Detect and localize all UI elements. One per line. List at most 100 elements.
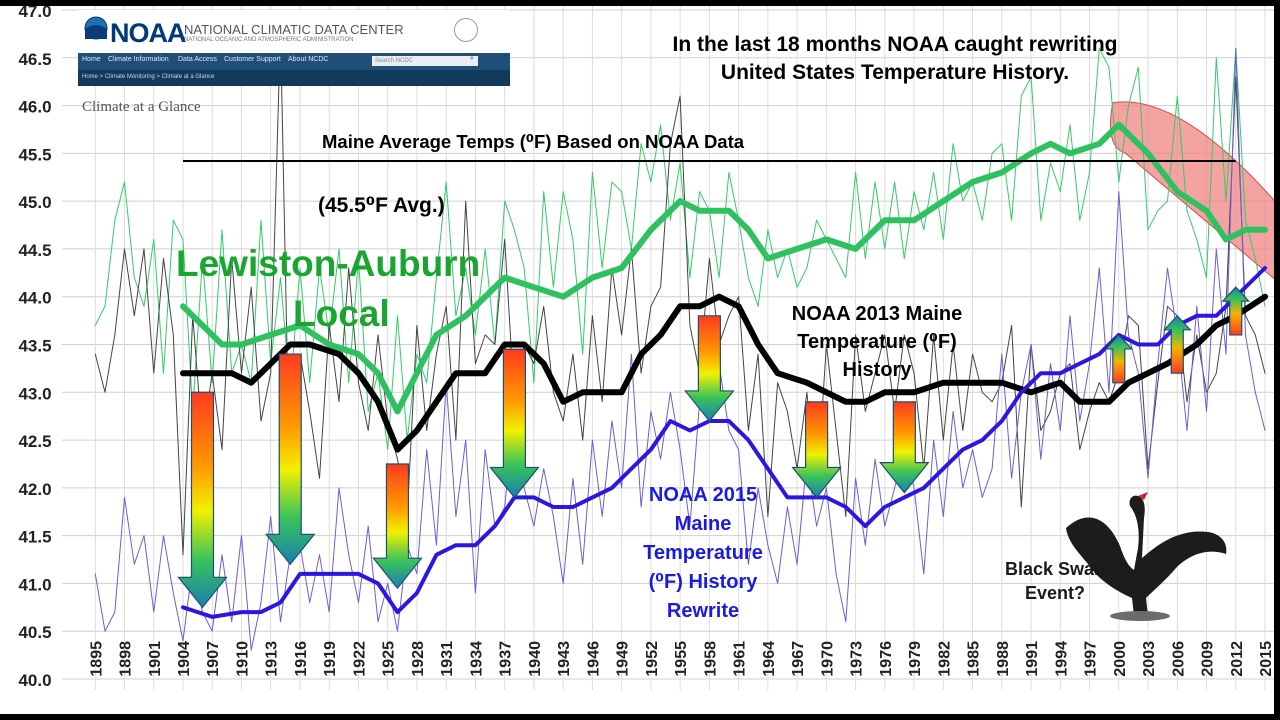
nav-item-data-access[interactable]: Data Access bbox=[178, 56, 217, 63]
x-tick-label: 1979 bbox=[907, 641, 924, 677]
search-icon[interactable]: ⌕ bbox=[470, 55, 474, 62]
series-line-noaa2015_smooth bbox=[181, 266, 1267, 619]
y-tick-label: 47.0 bbox=[18, 2, 51, 21]
x-tick-label: 1919 bbox=[322, 641, 339, 677]
nav-item-customer-support[interactable]: Customer Support bbox=[224, 56, 281, 63]
x-tick-label: 1934 bbox=[468, 641, 485, 677]
x-tick-label: 1970 bbox=[819, 641, 836, 677]
down-arrow bbox=[264, 353, 316, 566]
down-arrow bbox=[684, 315, 735, 422]
x-tick-label: 1985 bbox=[966, 641, 983, 677]
y-tick-label: 46.0 bbox=[18, 98, 51, 117]
x-tick-label: 1940 bbox=[527, 641, 544, 677]
x-tick-label: 1907 bbox=[205, 641, 222, 677]
noaa-search-input[interactable]: Search NCDC bbox=[372, 56, 478, 66]
x-tick-label: 1991 bbox=[1024, 641, 1041, 677]
x-tick-label: 1946 bbox=[585, 641, 602, 677]
arrow-group bbox=[177, 286, 1251, 609]
y-tick-label: 41.5 bbox=[18, 528, 51, 547]
noaa-2013-series-label: NOAA 2013 Maine Temperature (⁰F) History bbox=[752, 300, 1002, 384]
x-tick-label: 1913 bbox=[264, 641, 281, 677]
nav-item-climate-information[interactable]: Climate Information bbox=[108, 56, 169, 63]
noaa-navbar: Home Climate Information Data Access Cus… bbox=[78, 53, 510, 70]
x-tick-label: 1922 bbox=[351, 641, 368, 677]
headline: In the last 18 months NOAA caught rewrit… bbox=[580, 31, 1210, 87]
x-tick-label: 1904 bbox=[176, 641, 193, 677]
x-tick-label: 2012 bbox=[1229, 641, 1246, 677]
down-arrow bbox=[372, 463, 423, 590]
x-tick-label: 1943 bbox=[556, 641, 573, 677]
x-tick-label: 2006 bbox=[1170, 641, 1187, 677]
nav-item-home[interactable]: Home bbox=[82, 56, 101, 63]
up-arrow bbox=[1221, 286, 1251, 336]
noaa-2015-label-line-3: Temperature bbox=[643, 542, 763, 564]
y-tick-label: 43.0 bbox=[18, 384, 51, 403]
x-tick-label: 1925 bbox=[381, 641, 398, 677]
x-tick-label: 1895 bbox=[88, 641, 105, 677]
breadcrumb[interactable]: Home > Climate Monitoring > Climate at a… bbox=[82, 74, 215, 80]
noaa-2015-label-line-5: Rewrite bbox=[666, 600, 740, 622]
x-tick-label: 1910 bbox=[234, 641, 251, 677]
x-tick-label: 1958 bbox=[702, 641, 719, 677]
y-tick-label: 43.5 bbox=[18, 337, 51, 356]
x-tick-label: 2015 bbox=[1258, 641, 1275, 677]
chart-title: Maine Average Temps (⁰F) Based on NOAA D… bbox=[322, 131, 745, 152]
x-tick-label: 1988 bbox=[995, 641, 1012, 677]
noaa-2015-label-line-4: (⁰F) History bbox=[648, 571, 758, 593]
climate-at-a-glance-title: Climate at a Glance bbox=[82, 99, 201, 115]
black-swan-icon bbox=[1066, 492, 1227, 621]
down-arrow bbox=[791, 401, 842, 499]
noaa-emblem-icon bbox=[84, 16, 108, 40]
noaa-sub-name: NATIONAL OCEANIC AND ATMOSPHERIC ADMINIS… bbox=[184, 37, 354, 43]
x-tick-label: 1967 bbox=[790, 641, 807, 677]
noaa-2015-series-label: NOAA 2015 Maine Temperature (⁰F) History… bbox=[596, 481, 810, 626]
x-tick-label: 1961 bbox=[732, 641, 749, 677]
x-tick-label: 2003 bbox=[1141, 641, 1158, 677]
frame-bottom bbox=[0, 714, 1280, 720]
x-tick-label: 1973 bbox=[849, 641, 866, 677]
series-line-lewiston_smooth bbox=[180, 121, 1268, 415]
up-arrow bbox=[1104, 334, 1134, 384]
noaa-2015-label-line-2: Maine bbox=[674, 513, 732, 535]
x-tick-label: 1901 bbox=[147, 641, 164, 677]
x-tick-label: 1994 bbox=[1053, 641, 1070, 677]
up-arrow bbox=[1162, 314, 1192, 374]
y-axis: 40.0 40.5 41.0 41.5 42.0 42.5 43.0 43.5 44.0 44.5… bbox=[18, 2, 51, 690]
average-label: (45.5⁰F Avg.) bbox=[318, 194, 445, 217]
x-tick-label: 2000 bbox=[1112, 641, 1129, 677]
frame-top bbox=[0, 0, 1280, 6]
x-tick-label: 1928 bbox=[410, 641, 427, 677]
y-tick-label: 44.5 bbox=[18, 241, 51, 260]
y-tick-label: 44.0 bbox=[18, 289, 51, 308]
headline-line-1: In the last 18 months NOAA caught rewrit… bbox=[672, 33, 1118, 56]
noaa-2013-label-line-3: History bbox=[842, 359, 912, 381]
down-arrow bbox=[177, 391, 228, 609]
noaa-2015-label-line-1: NOAA 2015 bbox=[648, 484, 758, 506]
down-arrow bbox=[879, 401, 930, 494]
noaa-2013-label-line-2: Temperature (⁰F) bbox=[797, 331, 957, 353]
x-tick-label: 1949 bbox=[615, 641, 632, 677]
x-tick-label: 1952 bbox=[644, 641, 661, 677]
swan-label-line-2: Event? bbox=[1024, 583, 1085, 603]
x-tick-label: 1955 bbox=[673, 641, 690, 677]
x-tick-label: 1976 bbox=[878, 641, 895, 677]
swan-label-line-1: Black Swan bbox=[1004, 559, 1106, 579]
x-tick-label: 1931 bbox=[439, 641, 456, 677]
headline-line-2: United States Temperature History. bbox=[720, 61, 1070, 84]
x-tick-label: 1982 bbox=[936, 641, 953, 677]
x-tick-label: 1997 bbox=[1083, 641, 1100, 677]
y-tick-label: 42.0 bbox=[18, 480, 51, 499]
noaa-logo: NOAA bbox=[110, 18, 186, 48]
x-axis: 1895 1898 1901 1904 1907 1910 1913 1916 1919 1922… bbox=[88, 641, 1275, 677]
x-tick-label: 1898 bbox=[118, 641, 135, 677]
commerce-seal-icon bbox=[454, 18, 478, 42]
noaa-2013-label-line-1: NOAA 2013 Maine bbox=[791, 303, 963, 325]
lewiston-label-line-1: Lewiston-Auburn bbox=[176, 243, 481, 284]
y-tick-label: 45.0 bbox=[18, 193, 51, 212]
noaa-center-name: NATIONAL CLIMATIC DATA CENTER bbox=[184, 22, 404, 37]
noaa-website-banner: NOAA NATIONAL CLIMATIC DATA CENTER NATIO… bbox=[78, 10, 510, 86]
series-line-noaa2013_smooth bbox=[180, 293, 1268, 453]
y-tick-label: 40.5 bbox=[18, 623, 51, 642]
nav-item-about-ncdc[interactable]: About NCDC bbox=[288, 56, 329, 63]
